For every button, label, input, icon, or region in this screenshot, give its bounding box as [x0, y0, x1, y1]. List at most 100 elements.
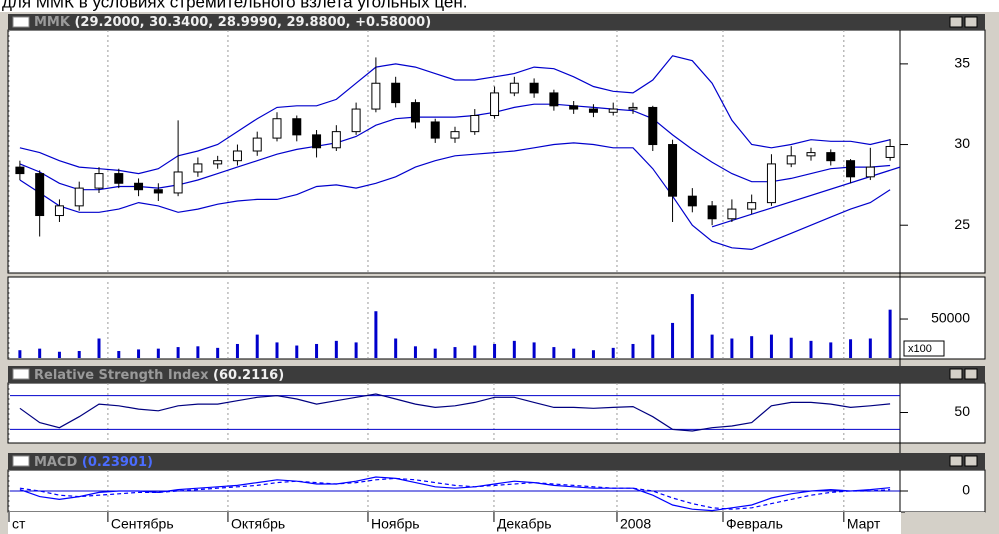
caption: для ММК в условиях стремительного взлета… — [2, 0, 467, 11]
volume-bar — [671, 322, 675, 358]
candle-body — [470, 115, 480, 133]
candle-body — [371, 82, 381, 110]
series-line — [19, 55, 891, 175]
corner-box — [905, 512, 985, 534]
minimize-button[interactable] — [949, 368, 963, 380]
volume-bar — [572, 348, 576, 358]
panel-icon — [12, 368, 30, 380]
volume-bar — [591, 350, 595, 358]
volume-bar — [18, 350, 22, 358]
volume-bar — [255, 334, 259, 358]
panel-name: MMK — [34, 15, 71, 30]
candle-body — [213, 160, 223, 165]
volume-bar — [216, 347, 220, 358]
price-panel — [7, 29, 986, 274]
volume-bar — [750, 336, 754, 358]
rsi-panel — [7, 382, 986, 444]
y-tick-label: 50000 — [931, 310, 970, 326]
panel-title: MACD (0.23901) — [34, 455, 153, 470]
candle-body — [410, 102, 420, 123]
volume-bar — [690, 294, 694, 358]
volume-bar — [849, 339, 853, 358]
volume-bar — [473, 345, 477, 358]
candle-body — [391, 82, 401, 104]
volume-bar — [651, 334, 655, 358]
candle-body — [628, 106, 638, 110]
candle-body — [15, 166, 25, 175]
macd-title-bar: MACD (0.23901) — [8, 453, 985, 470]
volume-bar — [315, 343, 319, 358]
candle-body — [608, 108, 618, 113]
volume-bar — [57, 351, 61, 358]
volume-bar — [334, 340, 338, 358]
panel-values: (0.23901) — [82, 455, 153, 470]
y-tick-label: 50 — [954, 403, 970, 419]
candle-body — [54, 205, 64, 217]
y-tick-label: 25 — [954, 216, 970, 232]
candle-body — [232, 150, 242, 162]
series-line — [19, 393, 891, 432]
plot — [18, 294, 892, 358]
volume-bar — [611, 347, 615, 358]
x-tick-label: Октябрь — [231, 516, 285, 532]
panel-values: (29.2000, 30.3400, 28.9990, 29.8800, +0.… — [74, 15, 431, 30]
volume-bar — [394, 338, 398, 358]
candle-body — [509, 82, 519, 94]
volume-bar — [631, 343, 635, 358]
x-tick-label: Март — [847, 516, 881, 532]
title-bar — [8, 366, 985, 383]
plot — [10, 476, 900, 512]
candle-body — [312, 134, 322, 149]
series-line — [19, 476, 891, 512]
volume-bar — [868, 338, 872, 358]
volume-bar — [769, 334, 773, 358]
panel-icon — [12, 455, 30, 467]
x-tick-label: Февраль — [726, 516, 783, 532]
minimize-button[interactable] — [949, 16, 963, 28]
candle-body — [865, 166, 875, 178]
candle-body — [549, 92, 559, 107]
candle-body — [331, 131, 341, 149]
minimize-button[interactable] — [949, 455, 963, 467]
series-line — [19, 477, 891, 510]
candle-body — [588, 108, 598, 113]
candle-body — [529, 82, 539, 94]
y-tick-label: 30 — [954, 135, 970, 151]
volume-bar — [235, 343, 239, 358]
volume-bar — [453, 347, 457, 358]
candle-body — [826, 152, 836, 162]
panel-title: MMK (29.2000, 30.3400, 28.9990, 29.8800,… — [34, 15, 431, 30]
close-button[interactable] — [964, 368, 978, 380]
unit-box — [903, 340, 945, 357]
candle-body — [114, 173, 124, 184]
x-tick-label: Декабрь — [497, 516, 552, 532]
panel-title: Relative Strength Index (60.2116) — [34, 368, 284, 383]
close-button[interactable] — [964, 16, 978, 28]
candle-body — [153, 189, 163, 194]
panel-icon — [12, 16, 30, 28]
volume-bar — [38, 348, 42, 358]
candle-body — [727, 208, 737, 220]
candle-body — [490, 92, 500, 117]
candle-body — [351, 108, 361, 133]
candle-body — [292, 118, 302, 136]
candle-body — [35, 173, 45, 217]
candle-body — [707, 205, 717, 220]
volume-bar — [433, 348, 437, 358]
candle-body — [94, 173, 104, 189]
panel-values: (60.2116) — [213, 368, 284, 383]
close-button[interactable] — [964, 455, 978, 467]
title-bar — [8, 14, 985, 30]
candle-body — [252, 137, 262, 152]
candle-body — [846, 160, 856, 178]
candle-body — [885, 145, 895, 158]
volume-bar — [176, 347, 180, 358]
candle-body — [648, 106, 658, 146]
y-tick-label: 35 — [954, 55, 970, 71]
volume-bar — [532, 342, 536, 358]
volume-bar — [137, 349, 141, 358]
series-line — [19, 142, 891, 251]
caption-strip — [0, 0, 999, 12]
volume-bar — [354, 342, 358, 358]
